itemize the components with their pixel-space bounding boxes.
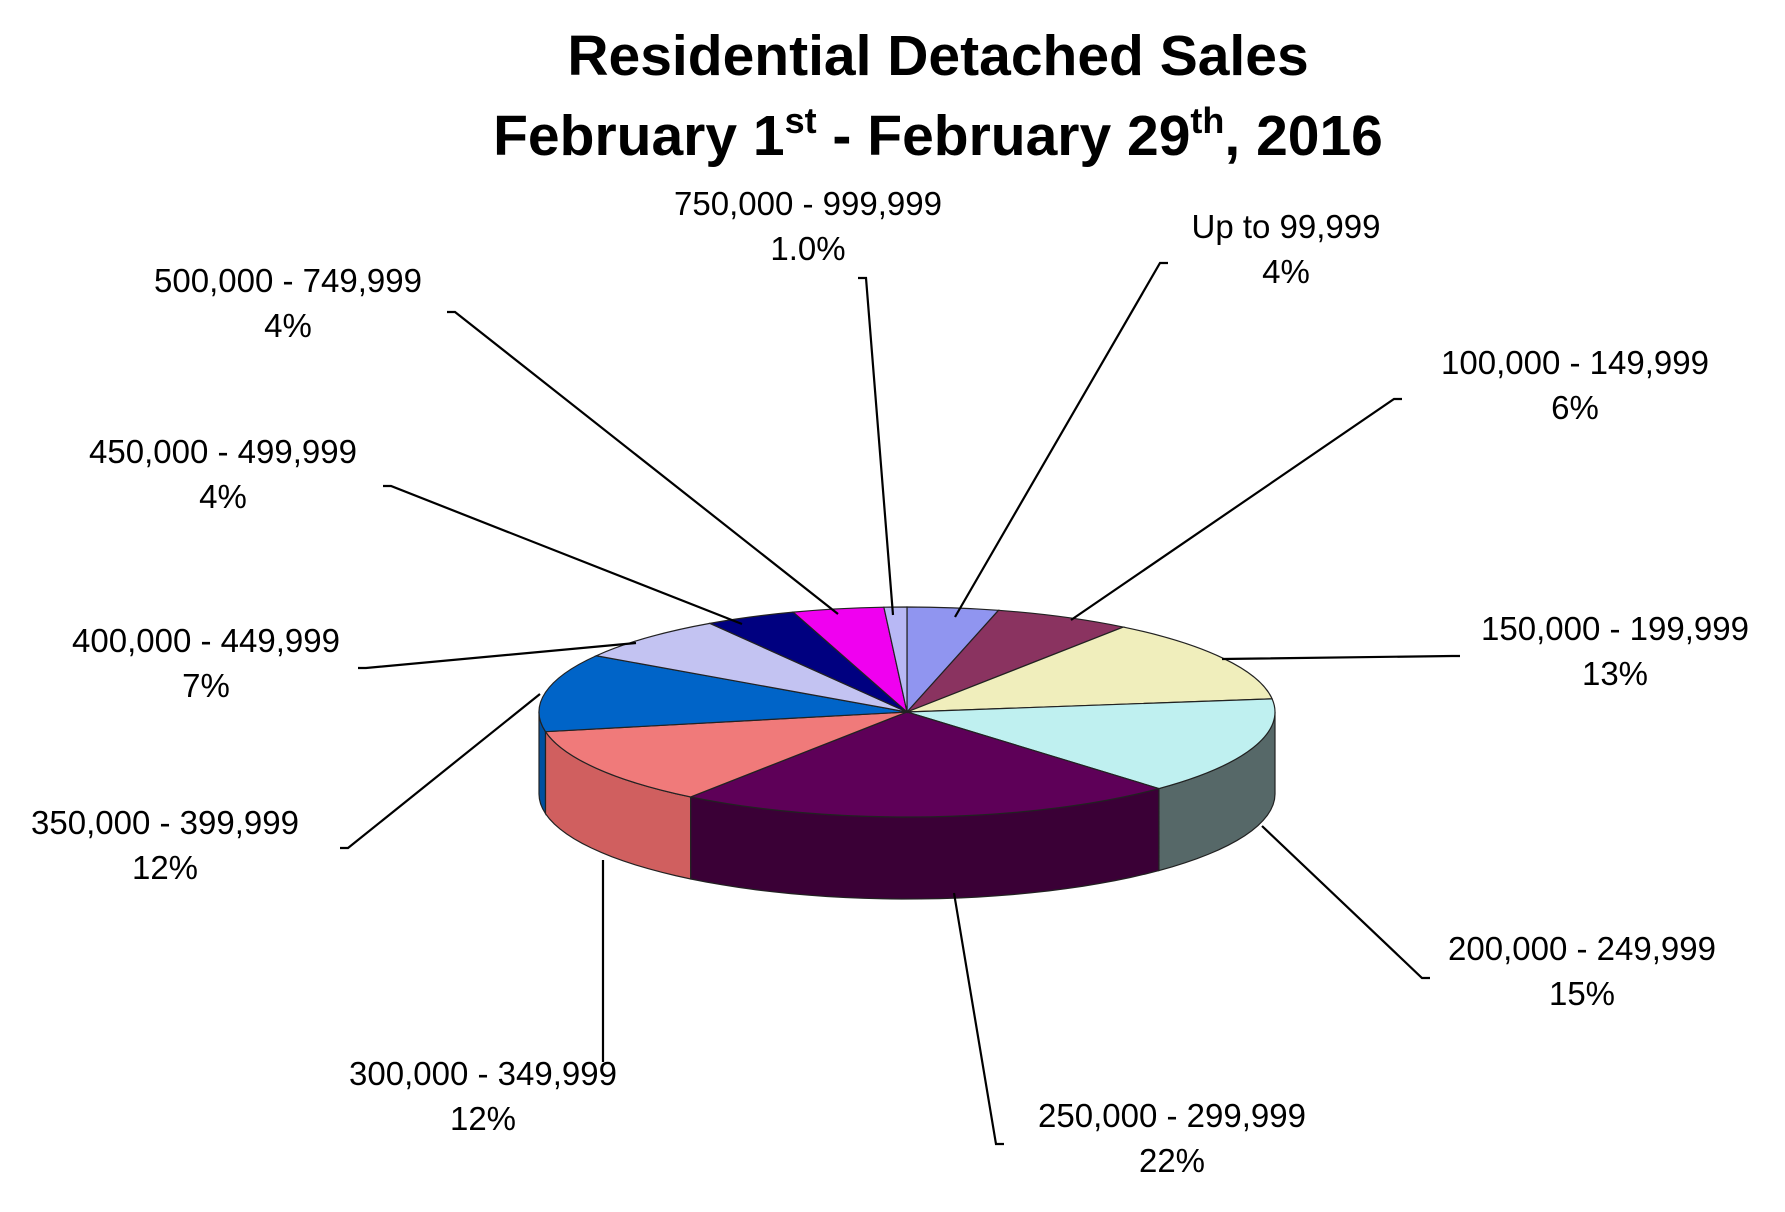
- pie-sides: [538, 711, 1276, 900]
- leader-line-8: [358, 641, 637, 670]
- slice-label-6: 300,000 - 349,999: [349, 1055, 617, 1092]
- slice-label-3: 150,000 - 199,999: [1481, 610, 1749, 647]
- title-part-2: - February 29: [817, 104, 1191, 168]
- leader-line-1: [954, 261, 1168, 618]
- title-sup-1: st: [785, 100, 817, 141]
- leader-line-3: [1221, 654, 1460, 661]
- pie-slice-2: [906, 609, 1126, 713]
- pie-leaders: [340, 261, 1460, 1146]
- leader-line-5: [952, 892, 1004, 1146]
- pie-slice-6: [544, 711, 908, 798]
- slice-pct-label-9: 4%: [199, 478, 247, 515]
- slice-label-2: 100,000 - 149,999: [1441, 344, 1709, 381]
- slice-pct-label-3: 13%: [1582, 655, 1648, 692]
- slice-label-1: Up to 99,999: [1192, 208, 1381, 245]
- pie-slice-8: [594, 622, 908, 713]
- slice-label-10: 500,000 - 749,999: [154, 262, 422, 299]
- pie-slice-4: [906, 698, 1276, 790]
- leader-line-10: [447, 310, 839, 615]
- slice-pct-label-10: 4%: [264, 307, 312, 344]
- slice-pct-label-8: 7%: [182, 667, 230, 704]
- leader-line-7: [340, 693, 541, 850]
- slice-pct-label-5: 22%: [1139, 1142, 1205, 1179]
- leader-line-11: [858, 276, 895, 616]
- title-part-3: , 2016: [1224, 104, 1382, 168]
- title-part-1: February 1: [493, 104, 784, 168]
- slice-pct-label-1: 4%: [1262, 253, 1310, 290]
- slice-label-9: 450,000 - 499,999: [89, 433, 357, 470]
- slice-label-8: 400,000 - 449,999: [72, 622, 340, 659]
- leader-line-9: [383, 484, 743, 626]
- slice-label-11: 750,000 - 999,999: [674, 185, 942, 222]
- slice-label-7: 350,000 - 399,999: [31, 804, 299, 841]
- title-sup-2: th: [1190, 100, 1224, 141]
- chart-title-line1: Residential Detached Sales: [567, 24, 1308, 88]
- pie-tops: [538, 606, 1276, 818]
- leader-line-4: [1261, 825, 1430, 980]
- pie-slice-7: [538, 655, 908, 733]
- slice-pct-label-7: 12%: [132, 849, 198, 886]
- slice-pct-label-6: 12%: [450, 1100, 516, 1137]
- slice-pct-label-2: 6%: [1551, 389, 1599, 426]
- chart-title-line2: February 1st - February 29th, 2016: [493, 100, 1383, 168]
- leader-line-2: [1070, 397, 1402, 621]
- pie-slice-11: [883, 606, 908, 713]
- slice-pct-label-11: 1.0%: [770, 230, 845, 267]
- slice-pct-label-4: 15%: [1549, 975, 1615, 1012]
- slice-label-4: 200,000 - 249,999: [1448, 930, 1716, 967]
- pie-slice-5: [688, 711, 1162, 818]
- slice-label-5: 250,000 - 299,999: [1038, 1097, 1306, 1134]
- pie-labels: Up to 99,999 4% 100,000 - 149,999 6% 150,000…: [31, 185, 1749, 1179]
